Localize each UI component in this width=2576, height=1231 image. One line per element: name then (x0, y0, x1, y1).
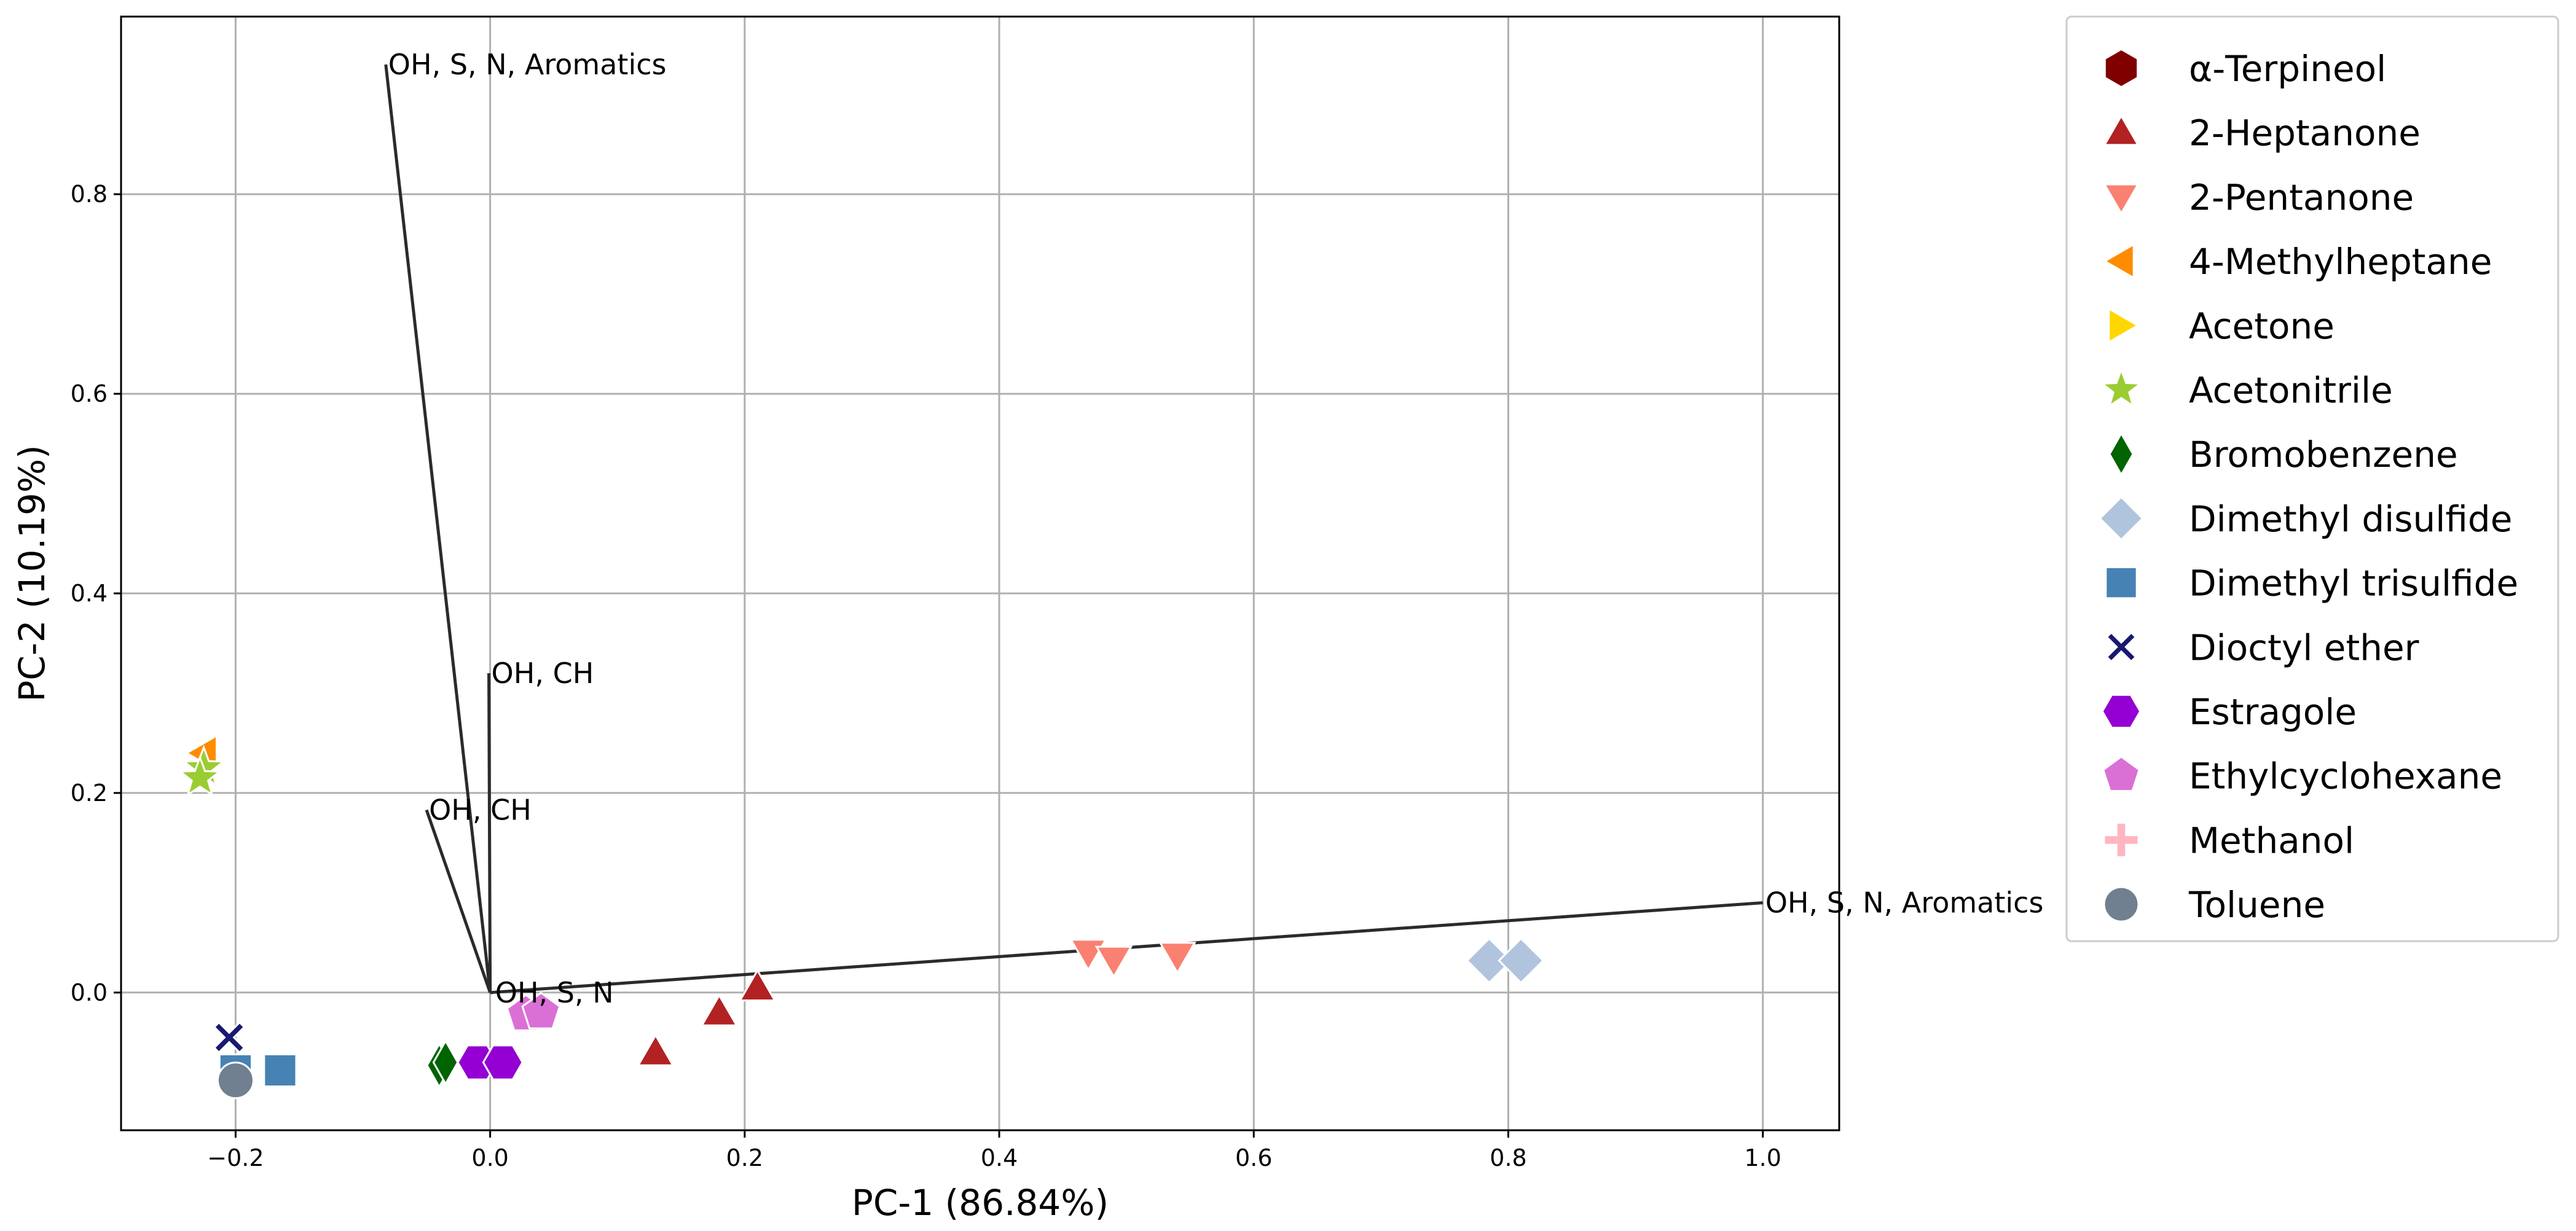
x-tick-label: −0.2 (207, 1144, 264, 1171)
loading-labels: OH, S, N, Aromatics OH, CH OH, CH OH, S, N O… (388, 48, 2044, 1009)
y-tick-label: 0.2 (71, 780, 108, 807)
loading-label: OH, CH (492, 657, 594, 690)
loading-label: OH, S, N, Aromatics (388, 48, 667, 81)
x-tick-label: 0.2 (726, 1144, 763, 1171)
legend-entry-label: Acetone (2189, 305, 2334, 347)
x-axis-label: PC-1 (86.84%) (852, 1182, 1109, 1224)
data-point (216, 1061, 254, 1100)
legend-entry-label: Dimethyl trisulfide (2189, 563, 2518, 604)
legend-marker (2103, 821, 2140, 858)
grid (121, 17, 1839, 1130)
x-tick-label: 0.4 (981, 1144, 1018, 1171)
loading-label: OH, CH (429, 794, 532, 827)
legend-marker (2101, 694, 2142, 729)
data-points (178, 734, 1545, 1100)
legend-entry-label: Methanol (2189, 819, 2354, 861)
legend-entry-label: Dimethyl disulfide (2189, 498, 2512, 540)
y-tick-label: 0.6 (71, 380, 108, 407)
legend-marker (2103, 886, 2140, 923)
data-point (432, 1039, 459, 1086)
legend-marker (2103, 48, 2139, 88)
y-axis-label: PC-2 (10.19%) (11, 445, 53, 701)
loading-vector (425, 809, 492, 993)
data-point (738, 968, 777, 1002)
y-tick-label: 0.4 (71, 580, 108, 607)
legend-marker (2103, 183, 2140, 216)
legend-entry-label: Bromobenzene (2189, 434, 2458, 475)
plot-frame (120, 15, 1840, 1131)
data-point (1498, 937, 1545, 984)
legend-entry-label: Toluene (2188, 884, 2325, 926)
data-point (637, 1033, 675, 1066)
y-tick-label: 0.0 (71, 979, 108, 1006)
legend-marker (2099, 367, 2143, 408)
legend-entry-label: 4-Methylheptane (2189, 241, 2492, 283)
legend-entry-label: Estragole (2189, 691, 2357, 733)
legend-marker (2103, 243, 2135, 279)
legend-entry-label: Acetonitrile (2189, 370, 2393, 412)
legend: α-Terpineol 2-Heptanone 2-Pentanone 4-Methy… (2065, 15, 2559, 942)
legend-marker (2103, 114, 2140, 146)
legend-entry-label: 2-Heptanone (2189, 112, 2421, 154)
legend-frame (2065, 15, 2559, 942)
x-tick-label: 0.8 (1490, 1144, 1526, 1171)
loading-label: OH, S, N (495, 976, 614, 1009)
legend-marker (2105, 631, 2137, 663)
x-tick-label: 1.0 (1745, 1144, 1781, 1171)
legend-entry-label: α-Terpineol (2189, 48, 2386, 90)
data-point (1158, 942, 1196, 975)
loading-vector (487, 673, 492, 993)
legend-marker (2108, 431, 2134, 477)
x-tick-label: 0.0 (471, 1144, 508, 1171)
data-point (521, 991, 561, 1030)
loading-vector (384, 64, 492, 993)
legend-entry-label: 2-Pentanone (2189, 176, 2414, 218)
legend-marker (2105, 566, 2138, 600)
legend-marker (2099, 496, 2144, 541)
y-tick-label: 0.8 (71, 181, 108, 208)
x-tick-label: 0.6 (1235, 1144, 1272, 1171)
data-point (213, 1021, 246, 1054)
axis-ticks: −0.2 0.0 0.2 0.4 0.6 0.8 1.0 0.0 0.2 0.4 0.6 0.8 (71, 181, 1781, 1171)
legend-entry-label: Ethylcyclohexane (2189, 756, 2502, 797)
data-point (263, 1053, 297, 1088)
legend-marker (2102, 756, 2141, 792)
legend-marker (2108, 307, 2140, 344)
data-point (178, 754, 222, 797)
data-point (700, 993, 739, 1026)
legend-entry-label: Dioctyl ether (2189, 627, 2419, 668)
data-point (1094, 945, 1133, 979)
data-point (1466, 937, 1513, 984)
data-point (482, 1044, 524, 1081)
loading-label: OH, S, N, Aromatics (1765, 886, 2044, 920)
